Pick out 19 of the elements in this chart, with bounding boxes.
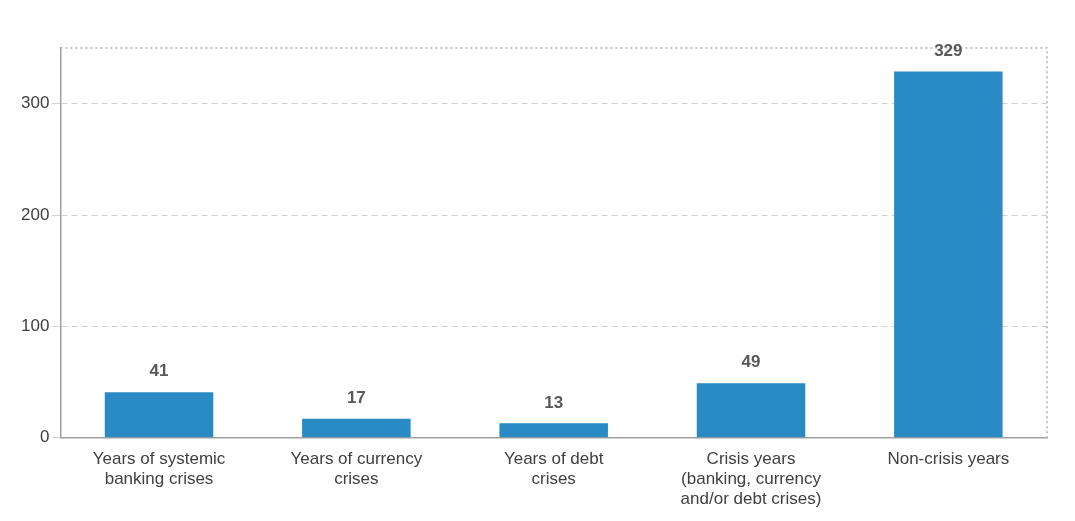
x-tick-label: Years of systemic banking crises (92, 448, 226, 489)
data-label: 41 (149, 361, 169, 381)
data-label: 49 (741, 352, 761, 372)
y-tick-label: 200 (20, 204, 50, 224)
x-tick-label: Years of debt crises (503, 448, 604, 489)
x-tick-label: Years of currency crises (290, 448, 423, 489)
y-tick-label: 0 (39, 427, 50, 447)
y-tick-label: 300 (20, 93, 50, 113)
data-label: 13 (544, 392, 564, 412)
y-tick-label: 100 (20, 316, 50, 336)
bar (104, 392, 214, 438)
bar (499, 423, 608, 438)
x-tick-label: Crisis years (banking, currency and/or debt crises) (680, 448, 822, 509)
bar (302, 418, 411, 438)
x-tick-label: Non-crisis years (887, 448, 1010, 468)
bar (894, 71, 1003, 438)
data-label: 17 (346, 388, 366, 408)
data-label: 329 (934, 40, 963, 60)
bar (696, 383, 806, 438)
